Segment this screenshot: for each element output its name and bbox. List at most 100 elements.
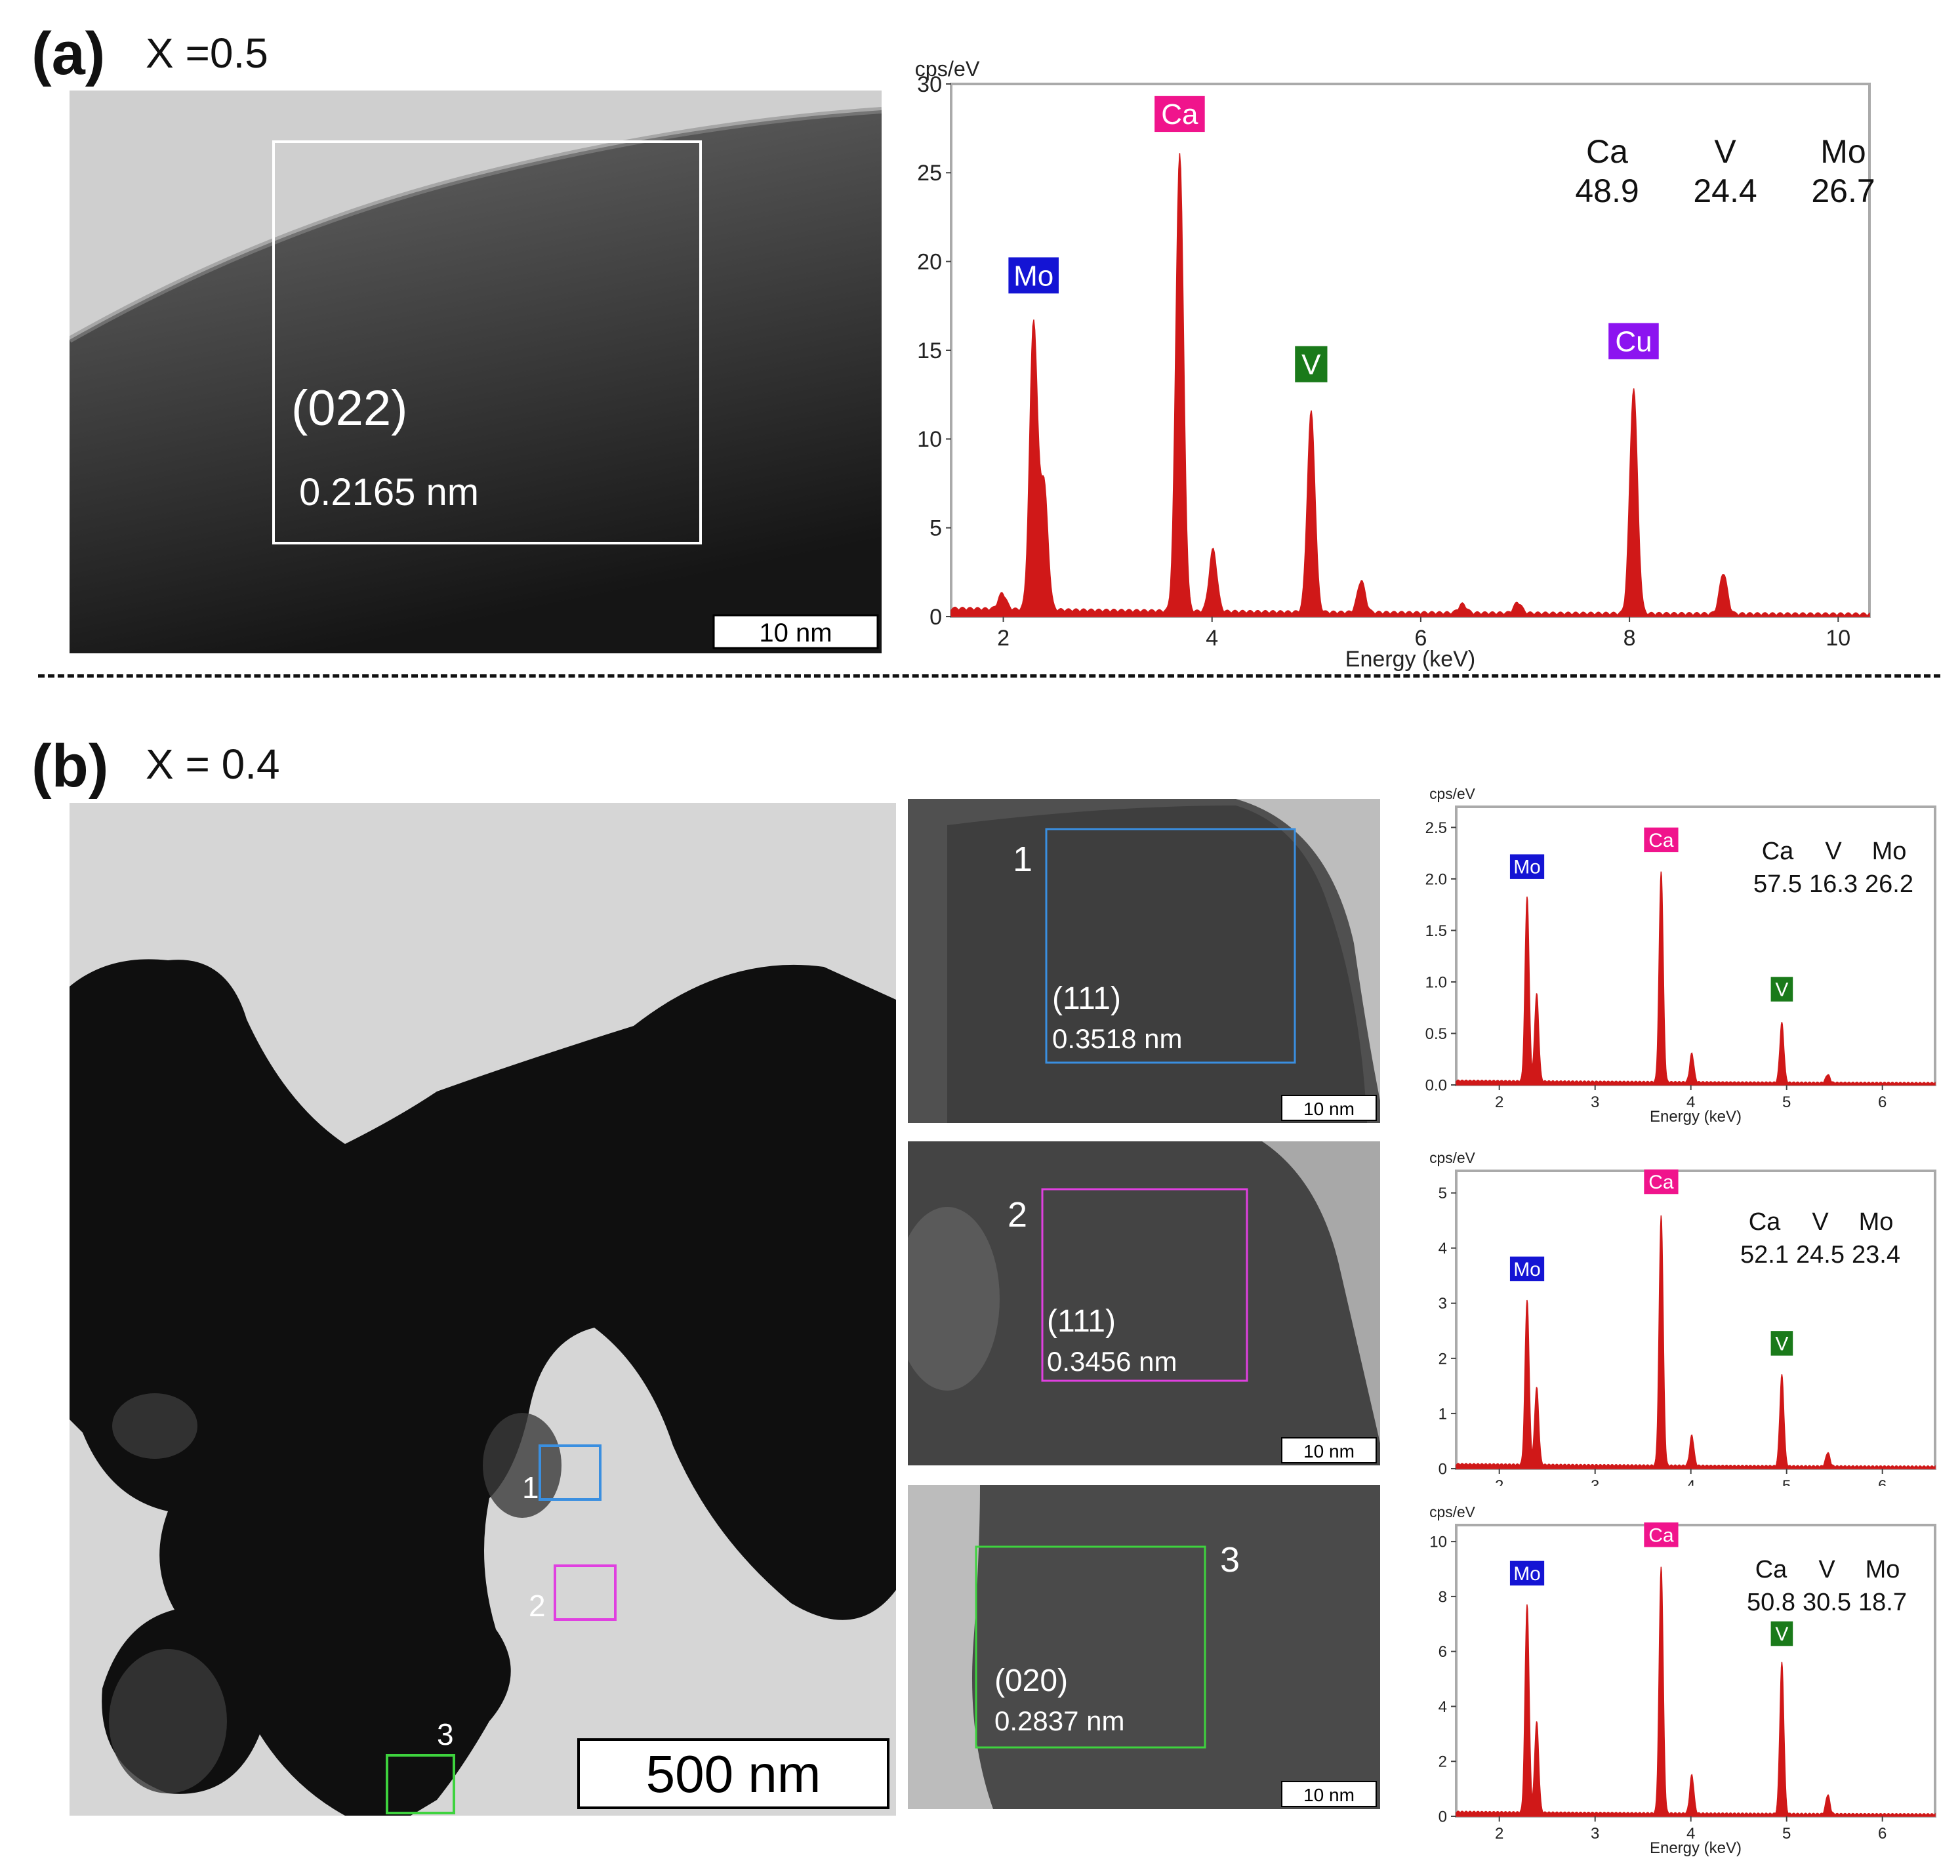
composition-value-mo: 26.2 <box>1865 870 1913 898</box>
peak-label-v <box>1770 1621 1793 1646</box>
eds-spectrum-b3: 0 2 4 6 8 10 2 3 4 5 6 cps/eV Energy (keV) Mo Ca V Ca 50.… <box>1429 1503 1936 1857</box>
hrtem-spacing-1: 0.3518 nm <box>1052 1023 1182 1054</box>
peak-label-text-ca: Ca <box>1648 830 1674 851</box>
composition-header-v: V <box>1714 133 1736 170</box>
x-tick-label: 5 <box>1782 1825 1791 1843</box>
hrtem-scalebar-2 <box>1281 1437 1377 1463</box>
spectrum-area <box>950 153 1870 617</box>
peak-label-text-v: V <box>1775 1333 1788 1355</box>
x-tick-label: 4 <box>1206 626 1218 651</box>
spectrum-area <box>1456 1215 1936 1469</box>
y-axis-label: cps/eV <box>1429 787 1475 802</box>
overview-box-3 <box>386 1754 455 1814</box>
x-axis-label: Energy (keV) <box>1650 1108 1742 1126</box>
overview-region-1: 1 <box>522 1471 539 1505</box>
y-axis-label: cps/eV <box>1429 1503 1475 1520</box>
composition-header-ca: Ca <box>1586 133 1628 170</box>
peak-label-text-mo: Mo <box>1013 260 1053 292</box>
y-axis-label: cps/eV <box>915 57 980 81</box>
peak-label-text-mo: Mo <box>1513 1563 1541 1585</box>
y-tick-label: 0.5 <box>1425 1025 1447 1043</box>
hrtem-box-3 <box>975 1545 1206 1749</box>
composition-header-mo: Mo <box>1866 1556 1900 1583</box>
tem-overview-b: 1 2 3 500 nm <box>70 803 896 1816</box>
x-tick-label: 5 <box>1782 1093 1791 1111</box>
particle-aggregate <box>70 959 896 1816</box>
peak-label-text-v: V <box>1775 979 1788 1001</box>
plot-frame <box>950 83 1871 618</box>
composition-header-v: V <box>1818 1556 1835 1583</box>
peak-label-text-cu: Cu <box>1615 325 1652 357</box>
x-tick-label: 6 <box>1414 626 1427 651</box>
x-tick-label: 3 <box>1591 1825 1599 1843</box>
panel-a-composition-label: X =0.5 <box>146 30 268 77</box>
overview-region-3: 3 <box>437 1717 454 1751</box>
x-tick-label: 4 <box>1686 1093 1695 1111</box>
hrtem-scalebar-1 <box>1281 1095 1377 1121</box>
hrtem-box-2 <box>1041 1188 1248 1382</box>
composition-value-v: 30.5 <box>1803 1589 1851 1616</box>
x-tick-label: 8 <box>1623 626 1636 651</box>
y-tick-label: 2 <box>1439 1350 1447 1368</box>
y-tick-label: 10 <box>917 427 942 452</box>
composition-header-mo: Mo <box>1872 838 1907 865</box>
y-tick-label: 0.0 <box>1425 1076 1447 1094</box>
panel-b-composition-label: X = 0.4 <box>146 741 280 788</box>
peak-label-v <box>1770 1331 1793 1356</box>
x-axis-label: Energy (keV) <box>1650 1839 1742 1857</box>
x-axis-label: Energy (keV) <box>1345 647 1475 672</box>
panel-a-label: (a) <box>31 20 106 87</box>
overview-box-2 <box>554 1564 617 1621</box>
hrtem-plane-3: (020) <box>994 1663 1068 1698</box>
y-tick-label: 2 <box>1439 1753 1447 1771</box>
peak-label-text-v: V <box>1301 349 1321 381</box>
scalebar-label-b: 500 nm <box>646 1745 821 1803</box>
peak-label-v <box>1770 977 1793 1002</box>
composition-value-ca: 57.5 <box>1753 870 1802 898</box>
x-tick-label: 2 <box>1495 1093 1503 1111</box>
x-tick-label: 3 <box>1591 1477 1599 1486</box>
x-tick-label: 2 <box>1495 1825 1503 1843</box>
composition-header-v: V <box>1825 838 1842 865</box>
x-tick-label: 2 <box>997 626 1010 651</box>
x-tick-label: 6 <box>1878 1093 1887 1111</box>
composition-header-ca: Ca <box>1749 1208 1781 1236</box>
composition-value-ca: 52.1 <box>1740 1241 1789 1269</box>
composition-value-ca: 50.8 <box>1747 1589 1795 1616</box>
hrtem-scalebar-label-1: 10 nm <box>1303 1099 1355 1119</box>
composition-value-mo: 18.7 <box>1858 1589 1907 1616</box>
composition-value-v: 24.5 <box>1796 1241 1845 1269</box>
peak-label-ca <box>1644 1522 1679 1547</box>
x-tick-label: 3 <box>1591 1093 1599 1111</box>
hrtem-image-3: 3 (020) 0.2837 nm 10 nm <box>908 1485 1380 1809</box>
hrtem-region-1: 1 <box>1013 840 1032 879</box>
composition-header-ca: Ca <box>1762 838 1794 865</box>
hrtem-region-2: 2 <box>1008 1195 1027 1234</box>
spectrum-area <box>1456 871 1936 1086</box>
scalebar-a <box>712 614 879 649</box>
x-tick-label: 6 <box>1878 1477 1887 1486</box>
peak-label-mo <box>1008 257 1059 294</box>
composition-value-mo: 23.4 <box>1852 1241 1900 1269</box>
y-tick-label: 3 <box>1439 1295 1447 1313</box>
y-tick-label: 1.0 <box>1425 973 1447 991</box>
hrtem-region-3: 3 <box>1220 1540 1240 1580</box>
eds-spectrum-a: 0 5 10 15 20 25 30 2 4 6 8 10 cps/eV Energy (keV) Mo Ca… <box>915 57 1875 672</box>
composition-header-ca: Ca <box>1755 1556 1787 1583</box>
plane-label-a: (022) <box>291 380 407 436</box>
peak-label-text-ca: Ca <box>1648 1524 1674 1546</box>
overview-box-1 <box>539 1444 602 1501</box>
spacing-label-a: 0.2165 nm <box>299 471 479 514</box>
composition-value-ca: 48.9 <box>1575 173 1639 209</box>
y-tick-label: 2.0 <box>1425 870 1447 888</box>
peak-label-mo <box>1509 854 1545 879</box>
x-tick-label: 4 <box>1686 1825 1695 1843</box>
hrtem-image-1: 1 (111) 0.3518 nm 10 nm <box>908 799 1380 1123</box>
peak-label-v <box>1295 346 1328 382</box>
y-tick-label: 8 <box>1439 1588 1447 1606</box>
hrtem-scalebar-label-3: 10 nm <box>1303 1785 1355 1805</box>
hrtem-plane-1: (111) <box>1052 981 1121 1016</box>
peak-label-ca <box>1644 827 1679 853</box>
peak-label-mo <box>1509 1560 1545 1586</box>
hrtem-scalebar-label-2: 10 nm <box>1303 1441 1355 1461</box>
